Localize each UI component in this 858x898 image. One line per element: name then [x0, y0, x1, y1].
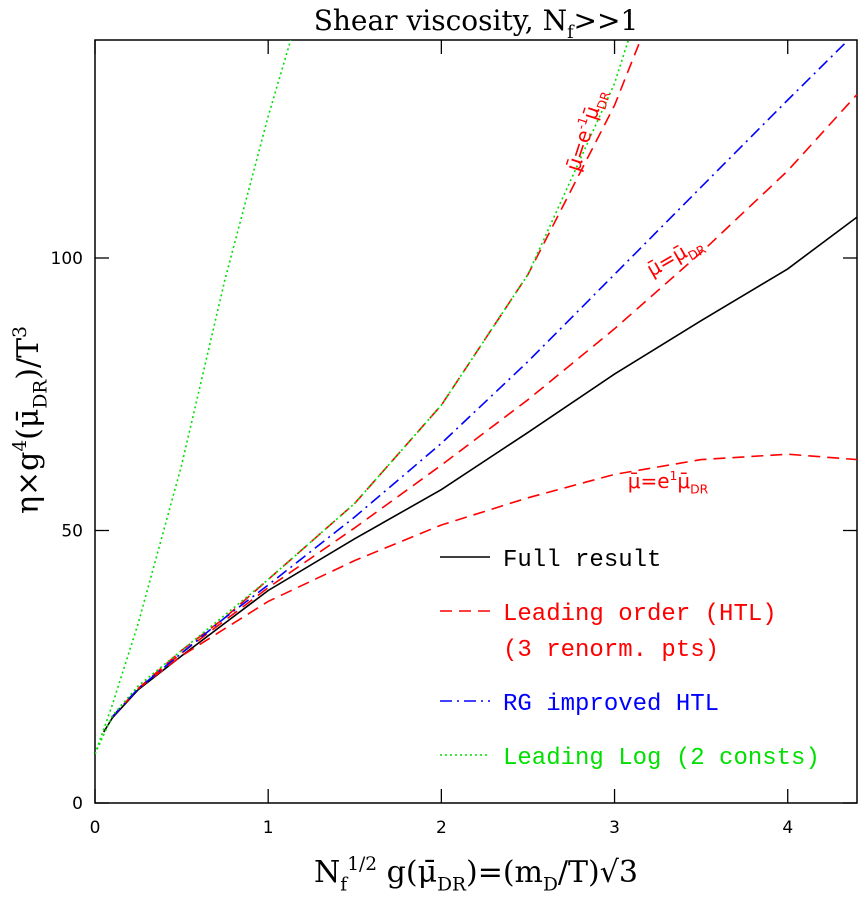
series-line — [111, 40, 642, 718]
series-line — [111, 93, 858, 718]
x-tick-label: 2 — [436, 818, 447, 838]
series-line — [111, 453, 858, 718]
text-part: DR — [30, 379, 51, 409]
text-part: μ̄ — [677, 469, 690, 493]
legend-label: Leading Log (2 consts) — [503, 745, 820, 772]
annotation: μ̄=e1μ̄DR — [628, 468, 709, 497]
legend-label: Leading order (HTL) — [503, 601, 777, 628]
text-part: 4 — [10, 440, 31, 452]
text-part: -1 — [573, 115, 591, 131]
x-tick-label: 1 — [263, 818, 274, 838]
legend-label: RG improved HTL — [503, 691, 719, 718]
text-part: (μ̄ — [11, 409, 46, 440]
text-part: μ̄=e — [561, 127, 597, 174]
legend-label: Full result — [503, 547, 661, 574]
y-tick-label: 50 — [61, 522, 83, 542]
text-part: DR — [593, 89, 613, 111]
x-axis-label: Nf1/2 g(μ̄DR)=(mD/T)√3 — [314, 854, 638, 895]
text-part: η×g — [11, 452, 46, 514]
y-axis-label: η×g4(μ̄DR)/T3 — [10, 326, 51, 514]
y-tick-label: 100 — [51, 249, 83, 269]
text-part: g(μ̄ — [377, 855, 437, 890]
text-part: 3 — [10, 326, 31, 338]
text-part: 1 — [670, 468, 678, 483]
series-line — [111, 40, 849, 718]
legend-label: (3 renorm. pts) — [503, 637, 719, 664]
text-part: Shear viscosity, N — [314, 4, 567, 37]
annotation: μ̄=e-1μ̄DR — [560, 85, 614, 175]
text-part: /T)√3 — [558, 855, 638, 890]
text-part: )/T — [11, 338, 46, 380]
text-part: )=(m — [466, 855, 543, 890]
text-part: DR — [690, 482, 709, 497]
text-part: 1/2 — [347, 854, 377, 875]
text-part: D — [543, 874, 558, 895]
text-part: μ̄=μ̄ — [642, 239, 691, 281]
series-line — [103, 216, 858, 733]
text-part: DR — [437, 874, 467, 895]
text-part: f — [340, 874, 348, 895]
x-tick-label: 0 — [90, 818, 101, 838]
y-tick-label: 0 — [72, 794, 83, 814]
x-tick-label: 4 — [782, 818, 793, 838]
annotation: μ̄=μ̄DR — [642, 230, 708, 284]
text-part: N — [314, 855, 340, 890]
series-group — [95, 40, 858, 755]
series-line — [95, 40, 292, 755]
chart-title: Shear viscosity, Nf>>1 — [314, 4, 639, 43]
x-tick-label: 3 — [609, 818, 620, 838]
text-part: f — [567, 23, 575, 43]
plot-frame — [94, 39, 858, 804]
text-part: μ̄=e — [628, 469, 670, 493]
text-part: >>1 — [574, 4, 639, 37]
